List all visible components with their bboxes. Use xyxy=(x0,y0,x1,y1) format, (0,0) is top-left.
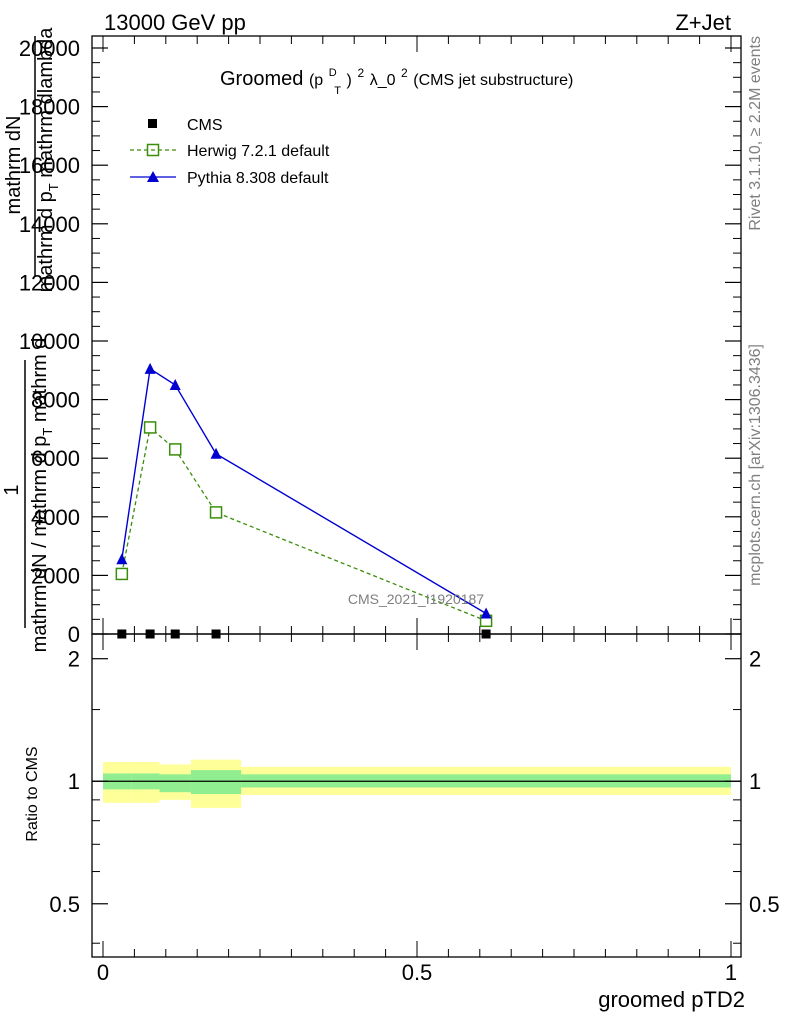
legend: CMS Herwig 7.2.1 default Pythia 8.308 de… xyxy=(130,117,330,187)
main-ytick-label-1: 2000 xyxy=(31,563,80,588)
main-ytick-label-10: 20000 xyxy=(19,36,80,61)
mcplots-label: mcplots.cern.ch [arXiv:1306.3436] xyxy=(747,344,764,586)
ratio-xtick-label-2: 1 xyxy=(725,960,737,985)
ratio-ytick-label-left-0: 0.5 xyxy=(49,892,80,917)
ratio-ytick-label-right-2: 2 xyxy=(749,647,761,672)
pythia-point-0 xyxy=(116,553,128,565)
title-sup-2b: 2 xyxy=(401,66,408,80)
herwig-point-0 xyxy=(115,567,129,581)
ratio-ytick-label-left-2: 2 xyxy=(68,647,80,672)
ratio-stat-band-3 xyxy=(190,770,242,795)
title-lambda: λ_0 xyxy=(370,72,396,89)
legend-label-cms: CMS xyxy=(187,117,223,134)
main-ytick-label-8: 16000 xyxy=(19,153,80,178)
ylabel-one: 1 xyxy=(1,484,23,495)
ylabel-bottom-rest: mathrm d xyxy=(29,338,51,428)
ylabel-top: mathrm dN xyxy=(3,116,25,215)
pythia-point-2 xyxy=(169,378,181,390)
ylabel-bottom-sub: T xyxy=(40,428,55,436)
legend-marker-herwig xyxy=(146,143,160,157)
legend-label-herwig: Herwig 7.2.1 default xyxy=(187,143,330,160)
analysis-watermark: CMS_2021_I1920187 xyxy=(348,591,484,607)
main-ytick-label-3: 6000 xyxy=(31,446,80,471)
title-main: Groomed xyxy=(220,68,303,90)
main-ytick-label-7: 14000 xyxy=(19,212,80,237)
main-ytick-label-2: 4000 xyxy=(31,505,80,530)
ylabel-top2-main: mathrm d p xyxy=(35,191,57,292)
ratio-ytick-label-right-1: 1 xyxy=(749,769,761,794)
ylabel-bottom: mathrm dN / mathrm d pT mathrm d xyxy=(29,338,55,653)
ratio-xtick-label-0: 0 xyxy=(97,960,109,985)
plot-title: Groomed (p D T ) 2 λ_0 2 (CMS jet substr… xyxy=(220,59,573,99)
ratio-stat-band-2 xyxy=(159,774,191,793)
main-ytick-label-4: 8000 xyxy=(31,388,80,413)
pythia-point-3 xyxy=(210,447,222,459)
ylabel-bottom-main: mathrm dN / mathrm d p xyxy=(29,436,51,653)
rivet-label: Rivet 3.1.10, ≥ 2.2M events xyxy=(747,36,764,231)
main-ytick-label-6: 12000 xyxy=(19,270,80,295)
ratio-plot: 0.5 0.5 1 1 2 2 0 0.5 1 xyxy=(49,633,780,985)
pythia-point-4 xyxy=(480,607,492,619)
ratio-xtick-label-1: 0.5 xyxy=(402,960,433,985)
title-sup-2: 2 xyxy=(357,66,364,80)
title-close: ) xyxy=(347,72,352,89)
pythia-point-1 xyxy=(144,362,156,374)
legend-marker-cms xyxy=(148,119,157,128)
herwig-point-3 xyxy=(209,506,223,519)
x-axis-label: groomed pTD2 xyxy=(598,987,745,1012)
title-sup-d: D xyxy=(329,67,337,79)
pythia-line xyxy=(121,367,487,615)
main-ytick-label-9: 18000 xyxy=(19,95,80,120)
herwig-point-2 xyxy=(168,443,182,456)
main-ytick-label-5: 10000 xyxy=(19,329,80,354)
main-plot: 0 2000 4000 6000 8000 10000 12000 14000 16000 180… xyxy=(19,35,742,647)
ylabel-top2: mathrm d pT mathrm dlambda xyxy=(35,27,61,293)
legend-marker-pythia xyxy=(147,171,159,182)
ratio-y-label: Ratio to CMS xyxy=(24,746,41,841)
ratio-ytick-label-right-0: 0.5 xyxy=(749,892,780,917)
title-sub-t: T xyxy=(334,85,341,97)
title-p: (p xyxy=(309,72,323,89)
main-y-label: mathrm dN mathrm d pT mathrm dlambda 1 m… xyxy=(1,27,61,653)
header-left: 13000 GeV pp xyxy=(104,10,246,35)
herwig-point-1 xyxy=(143,421,157,434)
ylabel-top2-rest: mathrm dlambda xyxy=(35,27,57,183)
main-ytick-label-0: 0 xyxy=(68,622,80,647)
header-right: Z+Jet xyxy=(675,10,731,35)
ylabel-top2-sub: T xyxy=(46,183,61,191)
legend-label-pythia: Pythia 8.308 default xyxy=(187,170,329,187)
ratio-ytick-label-left-1: 1 xyxy=(68,769,80,794)
title-rest: (CMS jet substructure) xyxy=(413,72,573,89)
